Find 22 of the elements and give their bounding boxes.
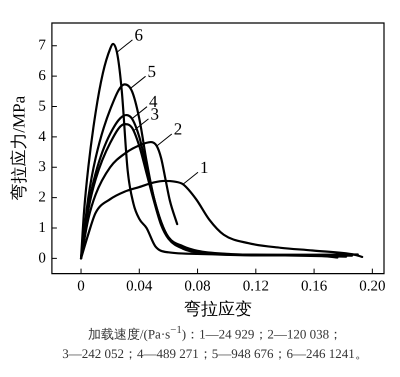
y-tick-label: 4 — [38, 128, 46, 145]
y-tick-label: 2 — [38, 190, 46, 206]
y-tick-label: 0 — [38, 250, 46, 266]
y-tick-label: 6 — [38, 68, 46, 84]
text: 3—242 052；4—489 271；5—948 676；6—246 1241。 — [61, 345, 369, 364]
text: 加载速度/(Pa·s$^{−1}$)：1—24 929；2—120 038； — [86, 323, 344, 344]
annotation: 6 — [134, 25, 143, 44]
y-tick-label: 5 — [38, 98, 46, 114]
annotation: 5 — [148, 62, 156, 81]
y-tick-label: 3 — [38, 159, 46, 176]
x-tick-label: 0.12 — [242, 278, 269, 295]
annotation: 2 — [174, 119, 182, 138]
x-tick-label: 0.16 — [300, 278, 328, 295]
x-tick-label: 0.04 — [126, 278, 153, 295]
x-axis-title: 弯拉应变 — [184, 299, 252, 318]
y-tick-label: 7 — [38, 38, 46, 54]
x-tick-label: 0 — [77, 278, 85, 295]
x-tick-label: 0.08 — [184, 278, 211, 295]
y-axis-title: 弯拉应力/MPa — [10, 95, 29, 201]
annotation: 1 — [200, 158, 208, 177]
x-tick-label: 0.20 — [359, 278, 386, 295]
y-tick-label: 1 — [38, 220, 46, 236]
